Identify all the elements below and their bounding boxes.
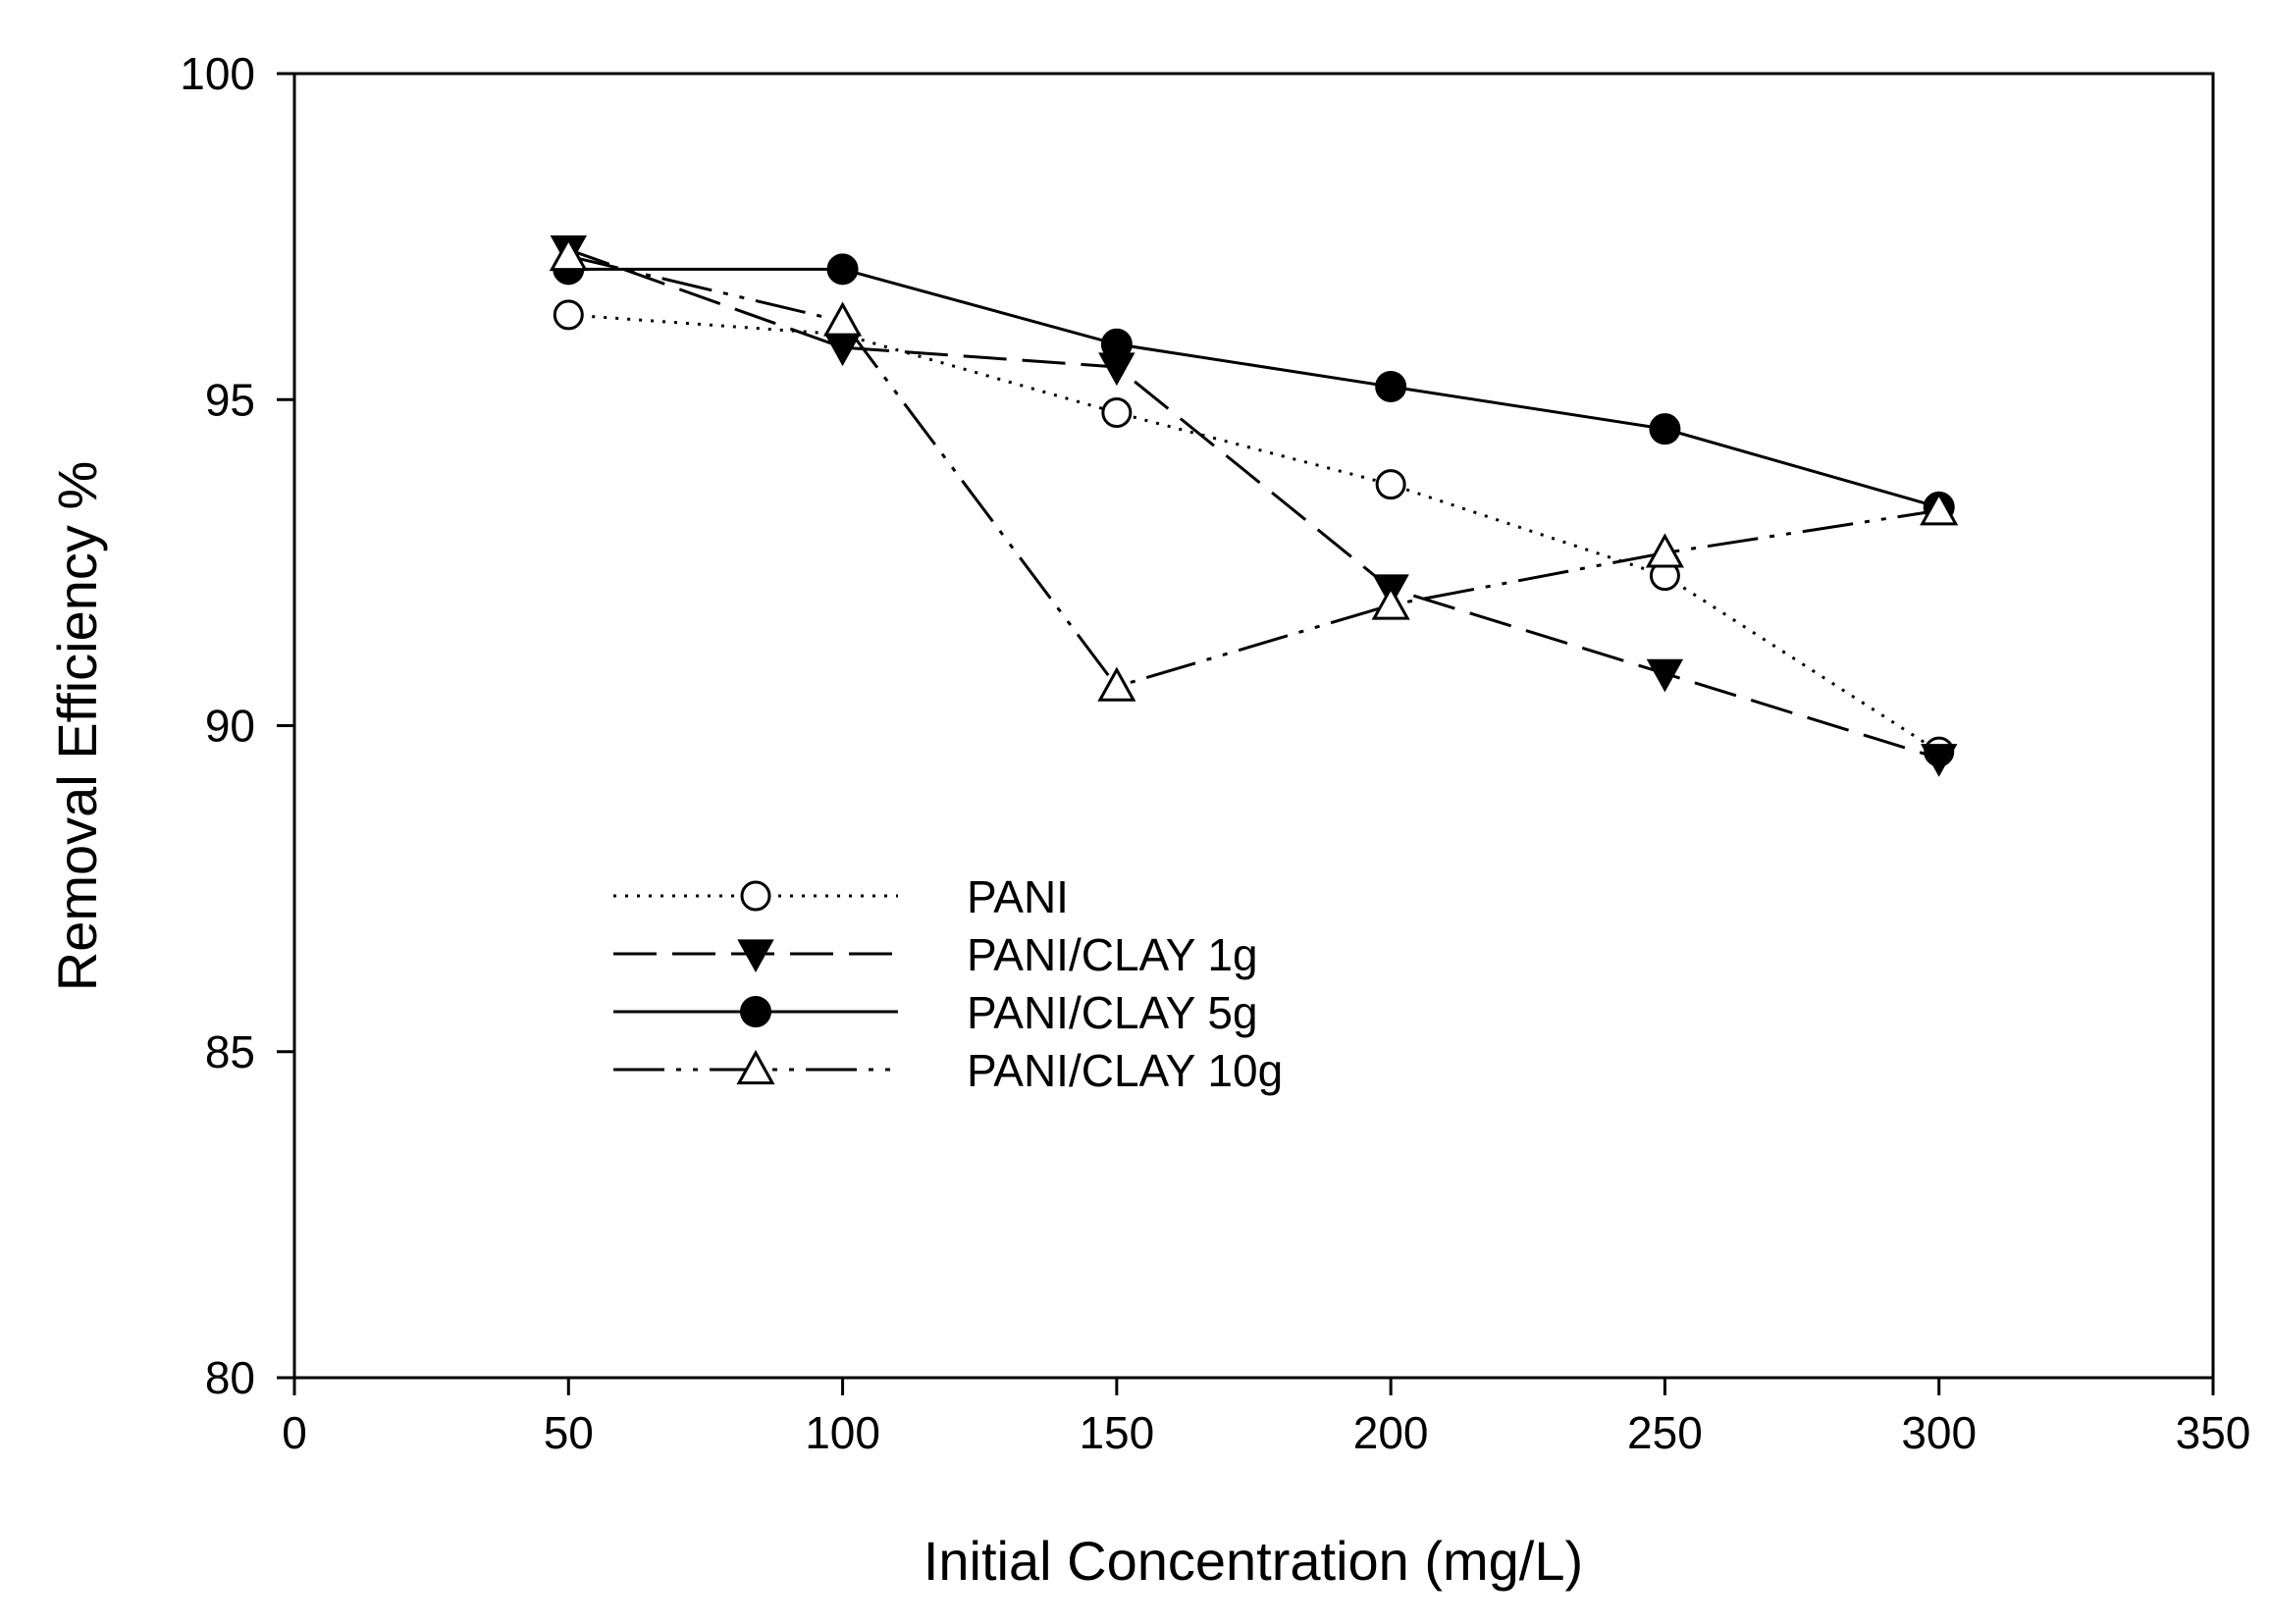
legend-item-pani-clay-10g: PANI/CLAY 10g xyxy=(613,1045,1283,1096)
x-tick-label: 250 xyxy=(1627,1407,1703,1458)
data-point-pani-clay-10g xyxy=(1097,666,1136,702)
legend-label: PANI/CLAY 10g xyxy=(967,1045,1283,1096)
data-point-pani-clay-10g xyxy=(1645,533,1684,568)
legend-marker xyxy=(740,880,771,912)
y-tick-label: 85 xyxy=(205,1026,255,1077)
data-point-pani-clay-10g xyxy=(1920,491,1959,526)
data-point-pani-clay-5g xyxy=(1649,413,1681,445)
data-point-pani-clay-1g xyxy=(1646,658,1684,693)
data-point-pani-clay-1g xyxy=(1921,744,1958,777)
x-axis-title: Initial Concentration (mg/L) xyxy=(924,1530,1583,1592)
y-tick-label: 95 xyxy=(205,374,255,425)
data-point-pani-clay-10g xyxy=(823,301,863,337)
legend-label: PANI xyxy=(967,871,1069,922)
series-line-pani-clay-1g xyxy=(567,248,1940,760)
x-tick-label: 350 xyxy=(2176,1407,2251,1458)
data-point-pani-clay-10g xyxy=(549,236,588,272)
legend-label: PANI/CLAY 1g xyxy=(967,929,1258,980)
legend-marker xyxy=(740,996,771,1027)
series-pani xyxy=(553,299,1955,767)
x-tick-label: 300 xyxy=(1901,1407,1977,1458)
legend-label: PANI/CLAY 5g xyxy=(967,987,1258,1038)
data-point-pani xyxy=(553,299,584,331)
legend-marker xyxy=(736,1049,775,1085)
y-tick-label: 80 xyxy=(205,1352,255,1403)
data-point-pani-clay-10g xyxy=(1371,585,1410,620)
x-tick-label: 50 xyxy=(544,1407,594,1458)
series-line-pani-clay-10g xyxy=(567,254,1939,689)
series-pani-clay-10g xyxy=(549,236,1959,702)
legend-item-pani-clay-5g: PANI/CLAY 5g xyxy=(613,987,1258,1038)
series-line-pani xyxy=(568,313,1940,754)
series-pani-clay-5g xyxy=(553,253,1955,523)
ticks-layer: 0 50 100 150 200 250 300 350 80 85 90 95 100 xyxy=(180,48,2250,1458)
data-point-pani-clay-5g xyxy=(826,253,859,286)
legend-marker xyxy=(737,939,774,973)
x-tick-label: 150 xyxy=(1079,1407,1154,1458)
series-pani-clay-1g xyxy=(550,235,1958,777)
x-tick-label: 100 xyxy=(805,1407,880,1458)
data-point-pani xyxy=(1375,469,1406,500)
series-layer xyxy=(549,235,1959,777)
legend: PANI PANI/CLAY 1g PANI/CLAY 5g PANI/CLAY 10… xyxy=(613,871,1283,1096)
legend-item-pani: PANI xyxy=(613,871,1069,922)
x-tick-label: 0 xyxy=(282,1407,307,1458)
y-tick-label: 90 xyxy=(205,701,255,752)
series-line-pani-clay-5g xyxy=(568,267,1940,509)
data-point-pani-clay-5g xyxy=(1375,370,1407,402)
legend-item-pani-clay-1g: PANI/CLAY 1g xyxy=(613,929,1258,980)
y-axis-title: Removal Efficiency % xyxy=(46,461,108,992)
data-point-pani-clay-5g xyxy=(1100,328,1133,360)
data-point-pani xyxy=(1101,397,1133,429)
y-tick-label: 100 xyxy=(180,48,255,99)
x-tick-label: 200 xyxy=(1353,1407,1429,1458)
